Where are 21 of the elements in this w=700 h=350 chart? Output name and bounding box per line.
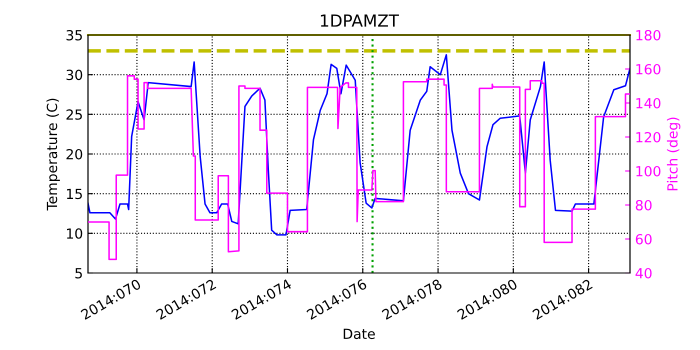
line-series — [88, 75, 630, 260]
y-axis-title: Temperature (C) — [46, 98, 60, 210]
y-tick-label: 35 — [66, 30, 82, 40]
chart-title: 1DPAMZT — [320, 14, 399, 27]
y2-tick-label: 60 — [636, 234, 652, 244]
y2-tick-label: 160 — [636, 64, 660, 74]
y-tick-label: 25 — [66, 109, 82, 120]
y2-tick-label: 80 — [636, 200, 652, 210]
y-tick-label: 20 — [66, 148, 82, 160]
line-series — [88, 54, 630, 236]
y2-tick-label: 120 — [636, 132, 660, 142]
y2-tick-label: 100 — [636, 166, 660, 176]
y-tick-label: 5 — [75, 268, 82, 278]
y2-tick-label: 140 — [636, 98, 660, 108]
x-axis-title: Date — [344, 328, 375, 340]
y-tick-label: 10 — [66, 228, 82, 239]
y2-tick-label: 40 — [636, 268, 652, 278]
y2-tick-label: 180 — [636, 30, 660, 40]
y-tick-label: 15 — [66, 188, 82, 200]
y2-axis-title: Pitch (deg) — [666, 118, 680, 190]
y-tick-label: 30 — [66, 70, 82, 80]
